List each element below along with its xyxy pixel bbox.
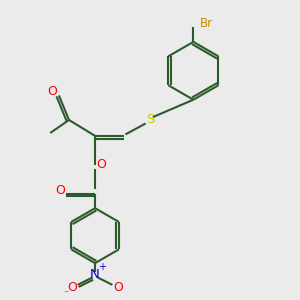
Text: ⁻: ⁻ [63,290,68,299]
Text: N: N [90,268,100,281]
Text: S: S [146,113,154,127]
Text: O: O [67,281,77,294]
Text: O: O [48,85,58,98]
Text: O: O [97,158,106,171]
Text: Br: Br [200,16,213,30]
Text: O: O [113,281,123,294]
Text: O: O [55,184,65,197]
Text: +: + [98,262,106,272]
